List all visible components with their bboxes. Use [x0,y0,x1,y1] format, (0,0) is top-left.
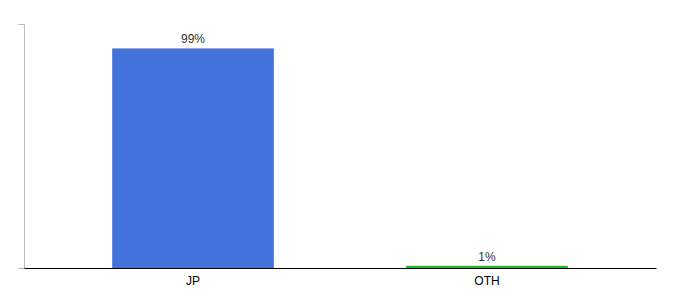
bars [112,48,568,268]
bar [112,48,274,268]
x-tick-label: JP [186,274,200,288]
x-tick-label: OTH [474,274,499,288]
x-tick: JP [186,274,200,288]
data-labels: 99% 1% [181,32,496,263]
y-axis [18,25,25,269]
plot-area: JP OTH 99% 1% [18,25,657,288]
bar [406,266,568,268]
y-axis-line [18,25,25,269]
x-axis-line [25,268,657,269]
data-label: 1% [478,250,496,264]
chart-container: JP OTH 99% 1% [0,0,680,300]
chart-svg: JP OTH 99% 1% [0,0,680,300]
data-label: 99% [181,32,205,46]
x-tick: OTH [474,274,499,288]
x-axis: JP OTH [25,269,657,288]
